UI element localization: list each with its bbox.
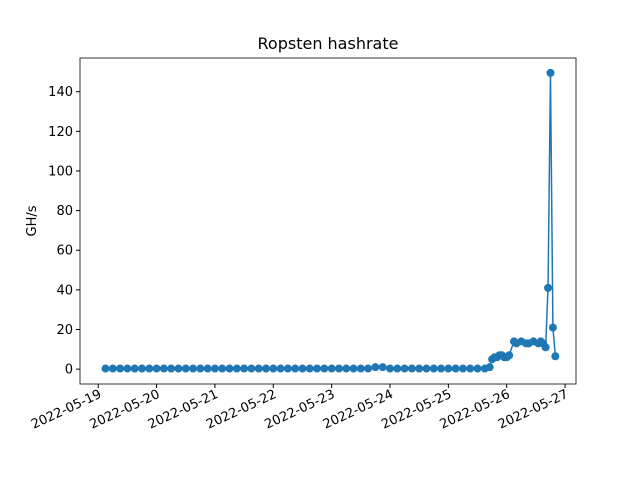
- marker: [548, 323, 557, 332]
- marker: [269, 364, 278, 373]
- marker: [393, 364, 402, 373]
- marker: [123, 364, 132, 373]
- marker: [342, 364, 351, 373]
- marker: [473, 364, 482, 373]
- marker: [544, 283, 553, 292]
- marker: [551, 352, 560, 361]
- marker: [422, 364, 431, 373]
- marker: [451, 364, 460, 373]
- marker: [218, 364, 227, 373]
- marker: [145, 364, 154, 373]
- marker: [485, 363, 494, 372]
- marker: [541, 343, 550, 352]
- marker: [276, 364, 285, 373]
- marker: [505, 351, 514, 360]
- marker: [415, 364, 424, 373]
- y-tick-label: 0: [65, 363, 73, 378]
- y-tick-label: 60: [56, 244, 73, 259]
- marker: [320, 364, 329, 373]
- marker: [174, 364, 183, 373]
- marker: [364, 364, 373, 373]
- marker: [429, 364, 438, 373]
- marker: [116, 364, 125, 373]
- marker: [313, 364, 322, 373]
- marker: [108, 364, 117, 373]
- marker: [334, 364, 343, 373]
- plot-frame: [79, 57, 577, 385]
- marker: [240, 364, 249, 373]
- marker: [458, 364, 467, 373]
- marker: [546, 68, 555, 77]
- marker: [400, 364, 409, 373]
- marker: [247, 364, 256, 373]
- y-tick-label: 100: [48, 164, 73, 179]
- marker: [327, 364, 336, 373]
- marker: [196, 364, 205, 373]
- marker: [101, 364, 110, 373]
- marker: [407, 364, 416, 373]
- marker: [378, 363, 387, 372]
- marker: [291, 364, 300, 373]
- marker: [210, 364, 219, 373]
- marker: [298, 364, 307, 373]
- marker: [356, 364, 365, 373]
- y-tick-label: 80: [56, 204, 73, 219]
- y-axis-label: GH/s: [25, 205, 40, 236]
- marker: [152, 364, 161, 373]
- marker: [159, 364, 168, 373]
- y-tick-label: 120: [48, 125, 73, 140]
- marker: [262, 364, 270, 373]
- marker: [386, 364, 394, 373]
- marker: [283, 364, 292, 373]
- marker: [138, 364, 146, 373]
- chart-title: Ropsten hashrate: [258, 34, 399, 53]
- marker: [203, 364, 212, 373]
- marker: [225, 364, 234, 373]
- y-tick-label: 140: [48, 85, 73, 100]
- marker: [349, 364, 358, 373]
- marker: [167, 364, 176, 373]
- marker: [444, 364, 453, 373]
- marker: [371, 363, 380, 372]
- marker: [305, 364, 314, 373]
- y-tick-label: 40: [56, 283, 73, 298]
- marker: [189, 364, 198, 373]
- marker: [437, 364, 446, 373]
- marker: [254, 364, 263, 373]
- y-tick-label: 20: [56, 323, 73, 338]
- marker: [181, 364, 190, 373]
- marker: [130, 364, 139, 373]
- marker: [466, 364, 475, 373]
- marker: [232, 364, 241, 373]
